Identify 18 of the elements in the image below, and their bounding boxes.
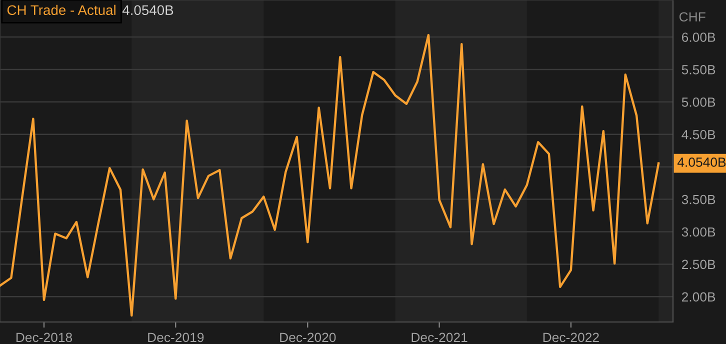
y-tick-label: 3.50B [682,194,716,204]
y-tick-label: 2.00B [682,292,716,302]
y-tick-label: 4.50B [682,130,716,140]
y-tick-label: 5.50B [682,65,716,74]
y-tick-label: 6.00B [682,32,716,42]
y-tick-label: 2.50B [682,260,716,270]
x-tick-label: Dec-2019 [148,332,204,342]
x-tick-label: Dec-2020 [280,332,336,342]
text: CH Trade - Actual [7,4,116,16]
line-series [0,34,660,317]
x-tick-label: Dec-2018 [16,332,72,342]
x-tick-label: Dec-2022 [543,332,599,342]
y-tick-label: 3.00B [682,227,716,237]
annotation: 4.0540B [122,5,174,16]
y-tick-label: 5.00B [682,97,716,107]
x-tick-label: Dec-2021 [412,332,468,342]
annotation: 4.0540B [677,158,726,167]
y-axis-title: CHF [679,12,706,22]
